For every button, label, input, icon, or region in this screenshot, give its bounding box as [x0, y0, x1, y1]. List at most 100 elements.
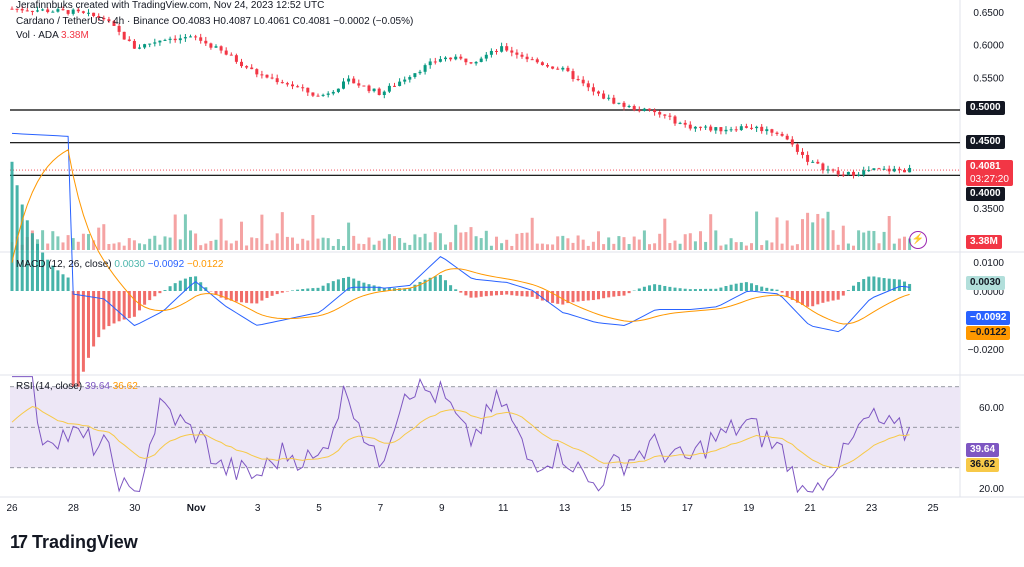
volume-bar: [795, 244, 799, 250]
candle-body: [285, 83, 289, 85]
candle-body: [846, 171, 850, 175]
candle-body: [908, 167, 912, 173]
macd-histogram-bar: [857, 282, 861, 291]
macd-legend[interactable]: MACD (12, 26, close) 0.0030 −0.0092 −0.0…: [16, 259, 223, 270]
candle-body: [525, 56, 529, 60]
lightning-icon[interactable]: ⚡: [909, 231, 927, 249]
macd-histogram-bar: [479, 291, 483, 297]
volume-bar: [785, 220, 789, 250]
volume-bar: [296, 243, 300, 250]
volume-bar: [673, 240, 677, 250]
volume-legend[interactable]: Vol · ADA 3.38M: [16, 30, 89, 41]
macd-histogram-bar: [138, 291, 141, 311]
candle-body: [826, 169, 830, 171]
candle-body: [510, 50, 514, 53]
candle-body: [321, 94, 325, 96]
rsi-legend[interactable]: RSI (14, close) 39.64 36.62: [16, 381, 138, 392]
candle-body: [540, 62, 544, 66]
volume-bar: [71, 238, 75, 250]
volume-bar: [765, 240, 769, 250]
candle-body: [887, 168, 891, 172]
macd-histogram-bar: [204, 287, 208, 291]
macd-histogram-bar: [612, 291, 616, 297]
candle-body: [841, 174, 845, 176]
volume-bar: [250, 237, 254, 250]
price-tick-label: 0.6500: [973, 8, 1004, 19]
candle-body: [515, 52, 519, 55]
macd-histogram-bar: [790, 291, 794, 300]
volume-bar: [683, 234, 687, 250]
candle-body: [699, 126, 702, 128]
macd-histogram-bar: [469, 291, 473, 298]
volume-bar: [387, 234, 391, 250]
macd-line-value: −0.0092: [147, 259, 185, 270]
volume-bar: [107, 243, 111, 250]
macd-histogram-bar: [724, 286, 728, 291]
candle-body: [199, 37, 203, 41]
volume-bar: [500, 243, 504, 250]
candle-body: [821, 163, 825, 171]
candle-body: [132, 40, 136, 49]
volume-bar: [41, 230, 45, 250]
macd-histogram-bar: [872, 276, 876, 291]
volume-bar: [622, 237, 626, 250]
macd-histogram-bar: [234, 291, 238, 302]
candle-body: [204, 40, 208, 44]
volume-bar: [775, 217, 779, 250]
volume-bar: [367, 237, 371, 250]
volume-bar: [632, 236, 636, 250]
macd-histogram-bar: [627, 291, 631, 294]
candle-body: [326, 93, 330, 95]
macd-histogram-bar: [862, 279, 866, 291]
volume-bar: [61, 242, 65, 250]
candle-body: [316, 95, 320, 97]
macd-histogram-bar: [97, 291, 101, 338]
candle-body: [892, 168, 896, 172]
candle-body: [240, 61, 243, 67]
volume-bar: [143, 244, 147, 250]
macd-histogram-bar: [821, 291, 825, 303]
macd-histogram-bar: [61, 274, 65, 291]
x-tick-label: 25: [927, 503, 939, 514]
macd-histogram-bar: [168, 286, 172, 291]
candle-body: [836, 170, 840, 175]
macd-histogram-bar: [561, 291, 565, 305]
volume-bar: [433, 232, 437, 250]
candle-body: [296, 86, 300, 88]
candle-body: [877, 168, 881, 170]
candle-body: [107, 19, 111, 22]
candle-body: [658, 112, 662, 115]
candle-body: [867, 170, 871, 172]
volume-bar: [51, 231, 55, 250]
volume-bar: [872, 231, 876, 250]
macd-histogram-bar: [347, 276, 351, 291]
volume-bar: [648, 244, 651, 250]
volume-bar: [724, 244, 728, 250]
candle-body: [372, 88, 376, 92]
macd-histogram-bar: [495, 291, 498, 296]
macd-hist-tag: 0.0030: [966, 276, 1005, 290]
volume-bar: [275, 233, 279, 250]
volume-bar: [903, 236, 906, 250]
macd-histogram-bar: [132, 291, 136, 317]
candle-body: [765, 129, 769, 132]
volume-bar: [255, 238, 259, 250]
macd-histogram-bar: [173, 283, 177, 291]
macd-histogram-bar: [255, 291, 259, 304]
macd-histogram-bar: [275, 291, 279, 295]
candle-body: [602, 93, 606, 99]
macd-histogram-bar: [459, 291, 463, 293]
volume-bar: [642, 230, 646, 250]
volume-bar: [342, 245, 345, 250]
macd-histogram-bar: [877, 277, 881, 291]
macd-histogram-bar: [306, 288, 310, 291]
candle-body: [423, 65, 427, 72]
candle-body: [801, 151, 804, 155]
macd-histogram-bar: [841, 291, 845, 296]
candle-body: [168, 38, 172, 40]
symbol-legend[interactable]: Cardano / TetherUS · 4h · Binance O0.408…: [16, 16, 413, 27]
macd-histogram-bar: [566, 291, 570, 304]
candle-body: [734, 129, 738, 131]
macd-histogram-bar: [540, 291, 544, 301]
macd-histogram-bar: [382, 287, 386, 291]
